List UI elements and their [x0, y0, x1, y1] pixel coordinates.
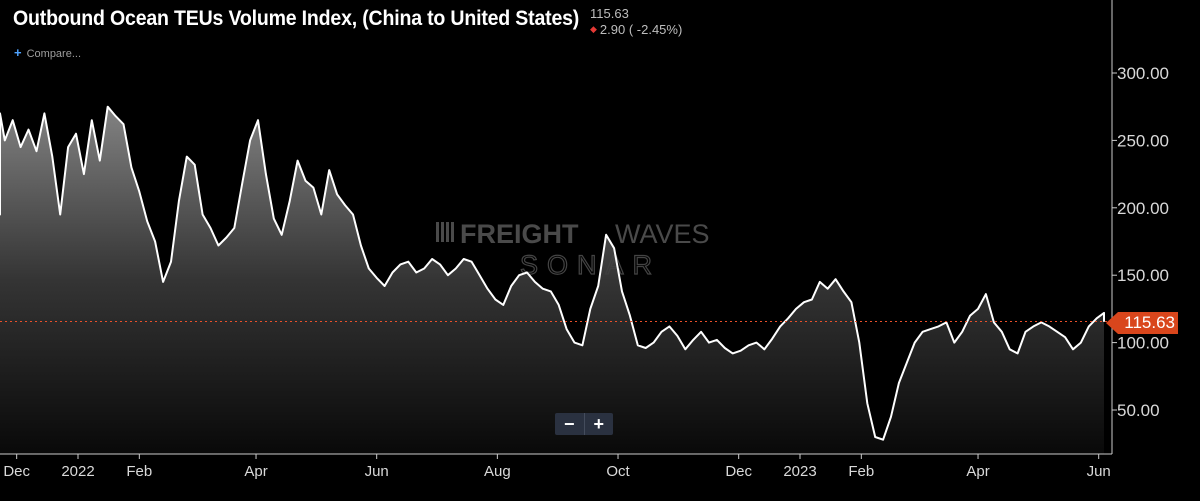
watermark-brand-light: WAVES [615, 219, 710, 249]
chart-header: Outbound Ocean TEUs Volume Index, (China… [0, 0, 1200, 70]
compare-label: Compare... [26, 48, 82, 60]
x-tick-label: 2022 [61, 463, 94, 480]
x-tick-label: Jun [365, 463, 389, 480]
badge-pointer [1106, 312, 1118, 334]
x-axis: Dec 2022 Feb Apr Jun Aug Oct Dec 2023 Feb Apr Jun [3, 454, 1111, 480]
x-tick-label: Dec [725, 463, 752, 480]
y-tick-label: 50.00 [1117, 401, 1160, 420]
zoom-out-button[interactable]: − [564, 414, 575, 434]
y-tick-label: 150.00 [1117, 266, 1169, 285]
y-tick-label: 200.00 [1117, 199, 1169, 218]
x-tick-label: 2023 [783, 463, 816, 480]
zoom-control: − + [555, 413, 613, 435]
chart-title: Outbound Ocean TEUs Volume Index, (China… [13, 7, 580, 30]
y-tick-label: 100.00 [1117, 334, 1169, 353]
y-tick-label: 250.00 [1117, 131, 1169, 150]
zoom-separator [583, 413, 585, 435]
y-axis: 300.00 250.00 200.00 150.00 100.00 50.00 [1112, 64, 1169, 420]
plus-icon: + [14, 45, 22, 60]
watermark-logo-icon [436, 222, 454, 242]
watermark-sub: SONAR [520, 250, 661, 280]
watermark: FREIGHT WAVES SONAR [436, 219, 710, 281]
x-tick-label: Oct [606, 463, 630, 480]
x-tick-label: Feb [126, 463, 152, 480]
change-value: ◆ 2.90 ( -2.45%) [590, 22, 682, 37]
y-tick-label: 300.00 [1117, 64, 1169, 83]
x-tick-label: Aug [484, 463, 511, 480]
down-arrow-icon: ◆ [590, 24, 597, 34]
last-value: 115.63 [590, 6, 629, 21]
current-value-badge: 115.63 [1118, 312, 1178, 334]
change-text: 2.90 ( -2.45%) [599, 22, 683, 37]
x-tick-label: Feb [848, 463, 874, 480]
zoom-in-button[interactable]: + [593, 414, 605, 434]
watermark-brand-bold: FREIGHT [460, 219, 579, 249]
x-tick-label: Dec [3, 463, 30, 480]
x-tick-label: Apr [966, 463, 989, 480]
x-tick-label: Apr [244, 463, 267, 480]
series-area [0, 106, 1104, 454]
compare-button[interactable]: + Compare... [14, 45, 81, 60]
x-tick-label: Jun [1087, 463, 1111, 480]
series-line [0, 105, 1105, 441]
